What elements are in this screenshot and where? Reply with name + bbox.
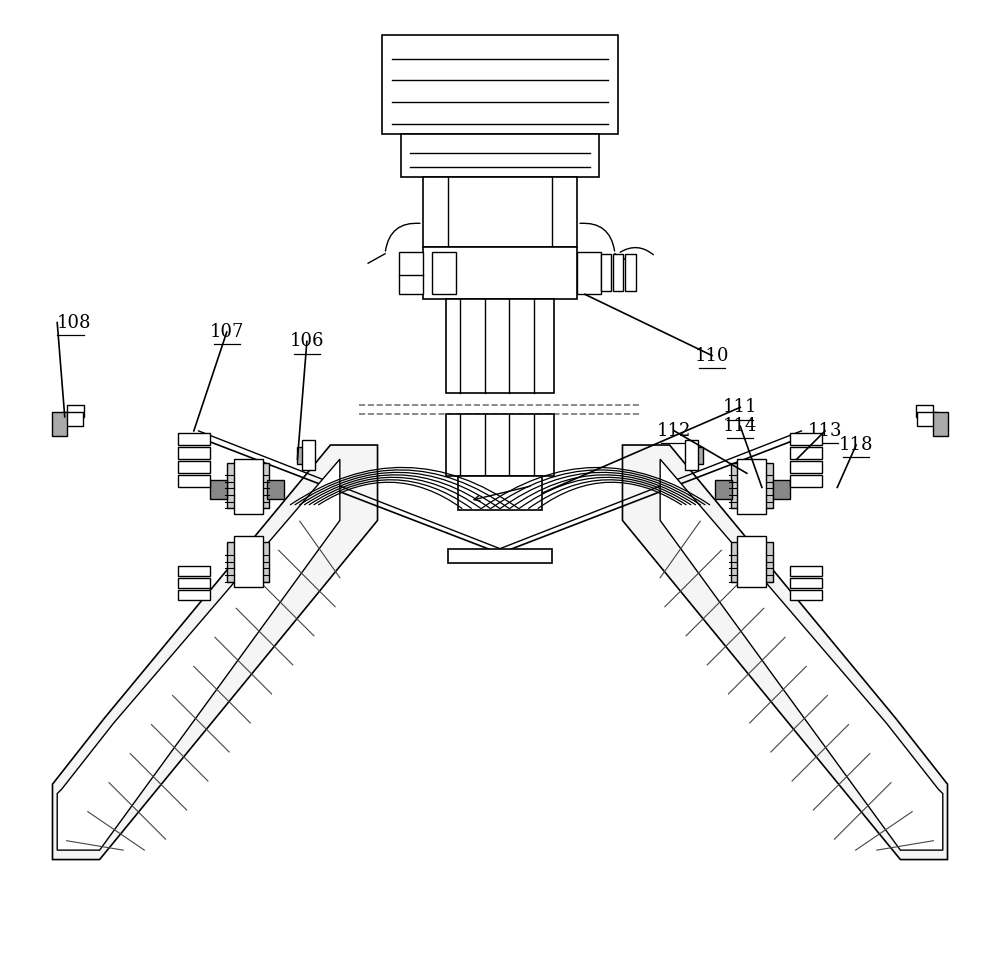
Bar: [178, 577, 210, 588]
Bar: [178, 475, 210, 488]
Text: 118: 118: [839, 436, 873, 454]
Bar: [234, 536, 263, 587]
Text: 113: 113: [808, 422, 842, 440]
Bar: [399, 251, 423, 294]
Text: 112: 112: [657, 422, 691, 440]
Bar: [178, 461, 210, 473]
Bar: [737, 536, 766, 587]
Bar: [227, 463, 269, 509]
Bar: [790, 566, 822, 576]
Bar: [613, 253, 623, 292]
Bar: [916, 405, 933, 417]
Bar: [178, 446, 210, 459]
Bar: [52, 412, 67, 436]
Text: 106: 106: [290, 333, 324, 351]
Bar: [210, 480, 227, 499]
Bar: [731, 463, 773, 509]
Bar: [686, 446, 703, 464]
Bar: [917, 412, 938, 426]
Bar: [458, 476, 542, 511]
Bar: [302, 441, 315, 470]
Bar: [227, 542, 269, 581]
Bar: [423, 248, 577, 299]
Bar: [731, 542, 773, 581]
Text: 114: 114: [723, 417, 757, 435]
Polygon shape: [52, 445, 378, 859]
Bar: [401, 134, 599, 177]
Bar: [790, 433, 822, 445]
Bar: [178, 566, 210, 576]
Bar: [715, 480, 732, 499]
Polygon shape: [622, 445, 948, 859]
Bar: [178, 433, 210, 445]
Polygon shape: [57, 459, 340, 850]
Bar: [446, 414, 554, 476]
Text: 110: 110: [695, 346, 729, 364]
Text: 107: 107: [210, 323, 244, 341]
Bar: [790, 475, 822, 488]
Bar: [790, 590, 822, 600]
Bar: [234, 459, 263, 513]
Bar: [448, 549, 552, 563]
Bar: [267, 480, 284, 499]
Bar: [933, 412, 948, 436]
Bar: [67, 405, 84, 417]
Bar: [790, 461, 822, 473]
Bar: [432, 251, 456, 294]
Bar: [297, 446, 314, 464]
Bar: [382, 35, 618, 134]
Bar: [446, 299, 554, 393]
Bar: [178, 590, 210, 600]
Bar: [790, 446, 822, 459]
Bar: [685, 441, 698, 470]
Bar: [601, 253, 611, 292]
Polygon shape: [660, 459, 943, 850]
Text: 108: 108: [57, 314, 92, 332]
Bar: [577, 251, 601, 294]
Bar: [62, 412, 83, 426]
Text: 111: 111: [723, 399, 757, 417]
Bar: [625, 253, 636, 292]
Bar: [737, 459, 766, 513]
Bar: [773, 480, 790, 499]
Bar: [790, 577, 822, 588]
Bar: [423, 177, 577, 248]
